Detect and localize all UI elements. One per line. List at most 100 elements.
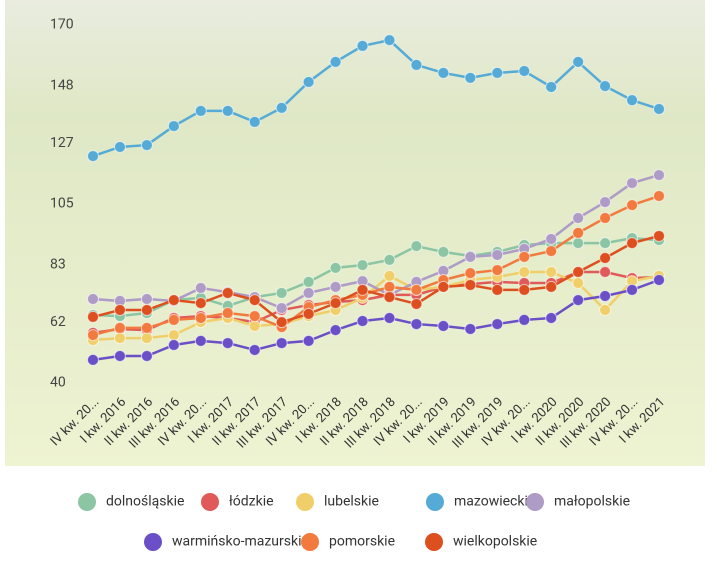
data-point <box>194 312 207 325</box>
legend-marker <box>78 493 96 511</box>
data-point <box>113 321 126 334</box>
data-point <box>599 237 612 250</box>
data-point <box>599 289 612 302</box>
data-point <box>572 277 585 290</box>
data-point <box>302 76 315 89</box>
legend-marker <box>201 493 219 511</box>
data-point <box>194 334 207 347</box>
y-tick-label: 105 <box>50 196 74 212</box>
data-point <box>329 261 342 274</box>
y-tick-label: 127 <box>50 135 74 151</box>
data-point <box>167 294 180 307</box>
data-point <box>248 343 261 356</box>
data-point <box>653 102 665 115</box>
data-point <box>356 39 369 52</box>
data-point <box>599 196 612 209</box>
data-point <box>275 101 288 114</box>
data-point <box>572 212 585 225</box>
series-line <box>92 38 660 158</box>
data-point <box>653 229 665 242</box>
data-point <box>87 293 99 306</box>
data-point <box>113 140 126 153</box>
legend-label: warmińsko-mazurskie <box>172 534 309 550</box>
data-point <box>248 319 261 332</box>
series-line <box>92 194 660 337</box>
data-point <box>302 275 315 288</box>
data-point <box>167 120 180 133</box>
data-point <box>194 297 207 310</box>
data-point <box>383 34 396 47</box>
legend-marker <box>425 533 443 551</box>
data-point <box>221 337 234 350</box>
data-point <box>383 312 396 325</box>
data-point <box>329 324 342 337</box>
data-point <box>626 283 639 296</box>
data-point <box>248 310 261 323</box>
data-point <box>491 283 504 296</box>
data-point <box>221 307 234 320</box>
legend-label: łódzkie <box>229 494 274 510</box>
data-point <box>437 245 450 258</box>
data-point <box>140 350 153 363</box>
data-point <box>167 313 180 326</box>
series-line <box>92 234 660 324</box>
data-point <box>383 269 396 282</box>
y-tick-label: 62 <box>50 314 66 330</box>
data-point <box>572 226 585 239</box>
data-point <box>464 267 477 280</box>
data-point <box>194 104 207 117</box>
legend-label: małopolskie <box>554 494 630 510</box>
data-point <box>140 293 153 306</box>
data-point <box>329 297 342 310</box>
data-point <box>302 286 315 299</box>
data-point <box>329 55 342 68</box>
data-point <box>383 280 396 293</box>
data-point <box>464 71 477 84</box>
data-point <box>545 266 558 279</box>
background <box>5 0 705 466</box>
data-point <box>491 248 504 261</box>
data-point <box>464 323 477 336</box>
data-point <box>518 313 531 326</box>
data-point <box>167 329 180 342</box>
data-point <box>464 250 477 263</box>
data-point <box>113 304 126 317</box>
data-point <box>599 266 612 279</box>
data-point <box>410 240 423 253</box>
data-point <box>518 283 531 296</box>
data-point <box>113 332 126 345</box>
data-point <box>383 291 396 304</box>
y-tick-label: 40 <box>50 375 66 391</box>
legend-label: wielkopolskie <box>453 534 537 550</box>
data-point <box>275 286 288 299</box>
data-point <box>140 304 153 317</box>
legend-marker <box>426 493 444 511</box>
data-point <box>329 280 342 293</box>
y-tick-label: 170 <box>50 17 74 33</box>
data-point <box>221 104 234 117</box>
data-point <box>356 315 369 328</box>
data-point <box>140 332 153 345</box>
data-point <box>302 334 315 347</box>
data-point <box>383 253 396 266</box>
data-point <box>545 232 558 245</box>
data-point <box>248 294 261 307</box>
data-point <box>87 353 99 366</box>
data-point <box>653 190 665 203</box>
data-point <box>275 337 288 350</box>
data-point <box>356 259 369 272</box>
legend-marker <box>526 493 544 511</box>
data-point <box>518 64 531 77</box>
data-point <box>410 283 423 296</box>
data-point <box>545 245 558 258</box>
data-point <box>221 286 234 299</box>
data-point <box>626 94 639 107</box>
legend-label: pomorskie <box>329 534 395 550</box>
data-point <box>491 318 504 331</box>
data-point <box>653 169 665 182</box>
legend-label: dolnośląskie <box>106 494 184 510</box>
data-point <box>491 66 504 79</box>
data-point <box>275 316 288 329</box>
data-point <box>518 250 531 263</box>
